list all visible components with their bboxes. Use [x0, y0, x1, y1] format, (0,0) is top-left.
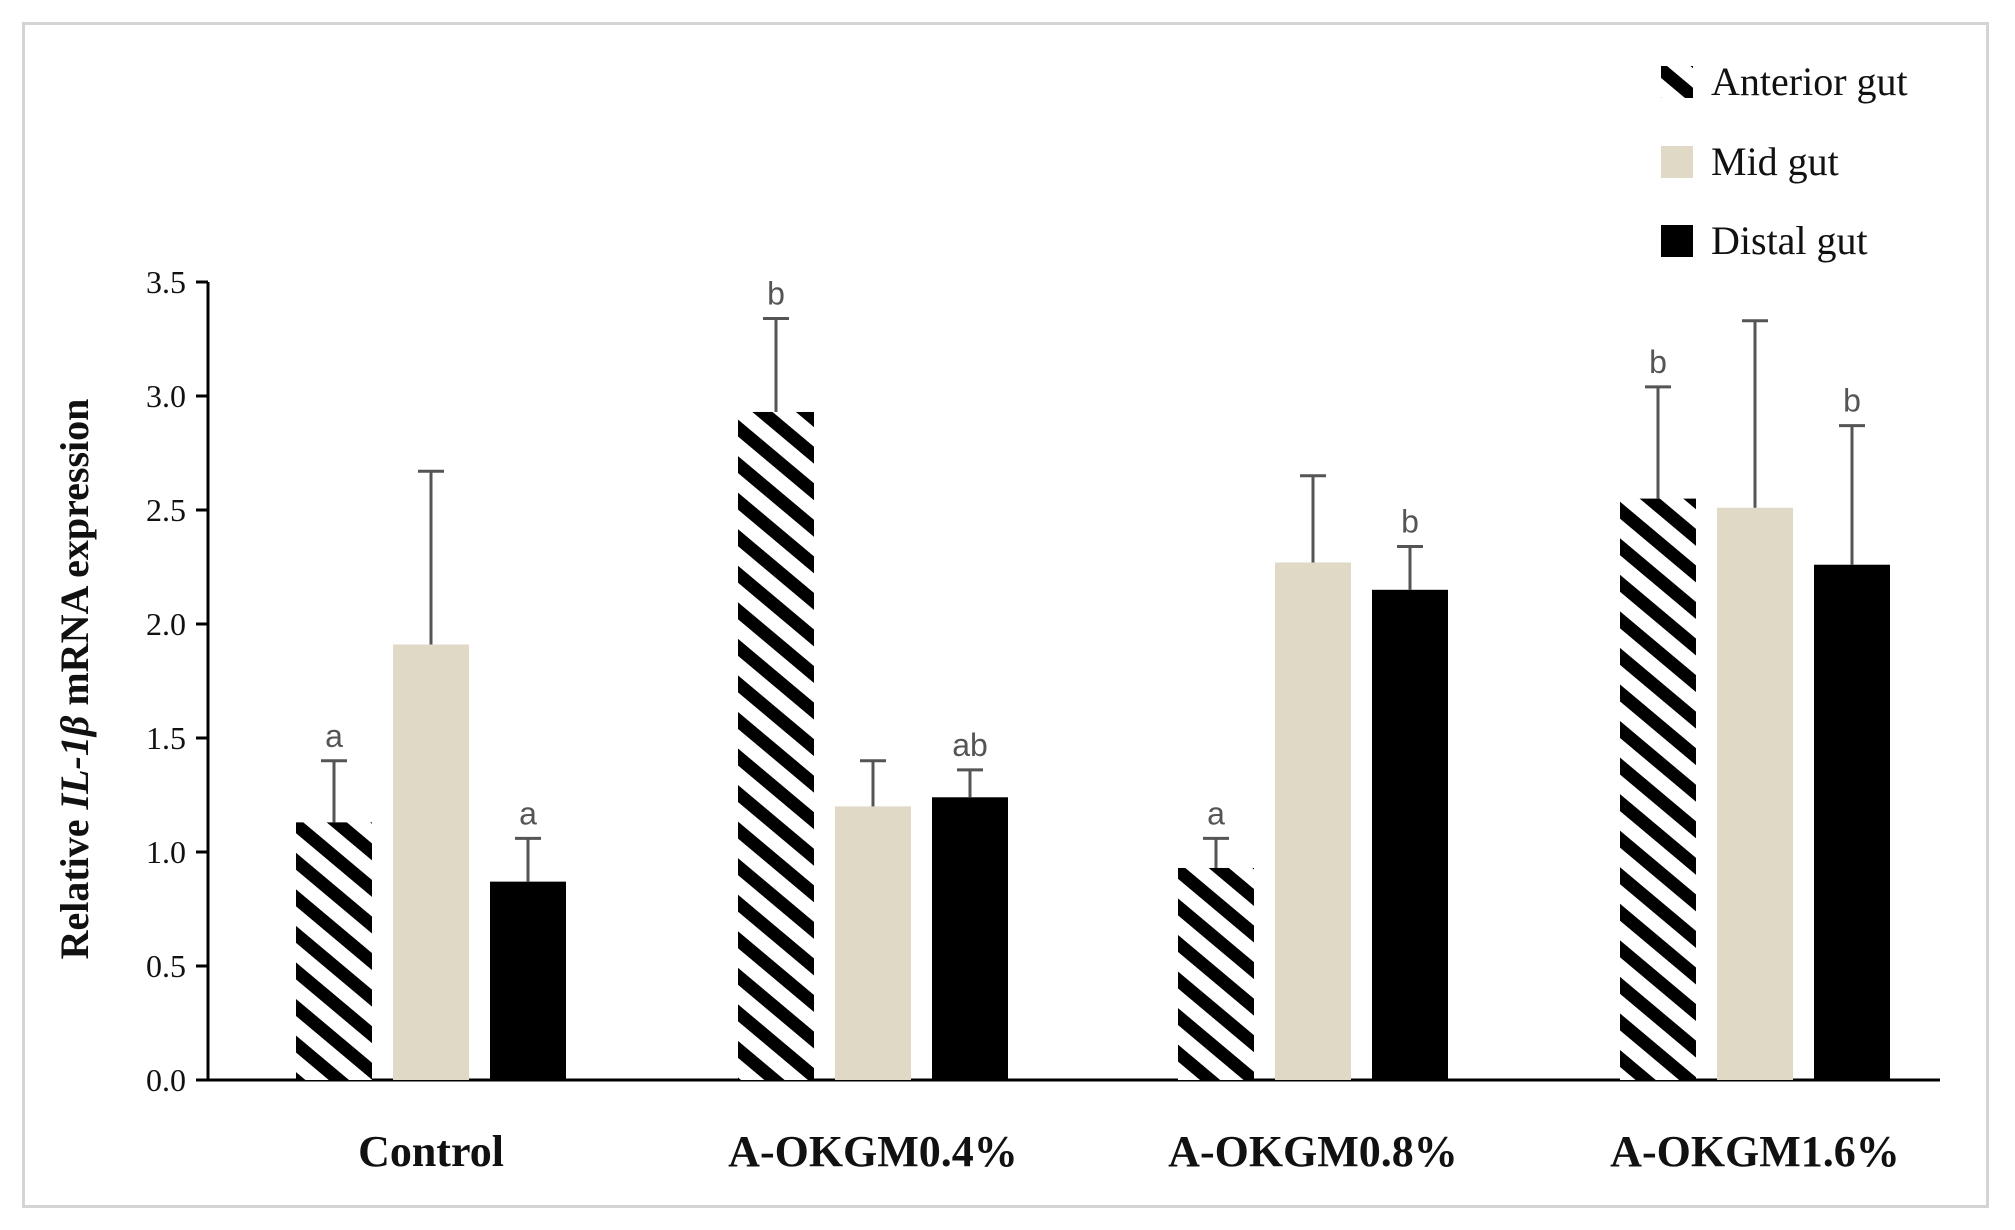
bar-distal-gut	[490, 881, 566, 1080]
legend-label: Distal gut	[1711, 218, 1868, 263]
y-tick-label: 0.5	[146, 948, 186, 984]
legend-label: Anterior gut	[1711, 59, 1908, 104]
labels-layer: 0.0 0.5 1.0 1.5 2.0 2.5 3.0 3.5 Control a a A-OKGM0…	[146, 264, 1900, 1176]
significance-letter: b	[1401, 503, 1419, 539]
legend-swatch-mid-gut	[1661, 146, 1693, 178]
y-axis-label-gene: IL-1β	[52, 715, 97, 810]
significance-letter: b	[1649, 344, 1667, 380]
x-category-label: A-OKGM0.8%	[1168, 1127, 1458, 1176]
legend-label: Mid gut	[1711, 139, 1839, 184]
bars-layer	[296, 411, 1890, 1081]
significance-letter: b	[1843, 383, 1861, 419]
bar-anterior-gut	[1178, 867, 1254, 1080]
y-tick-label: 3.5	[146, 264, 186, 300]
legend-swatch-distal-gut	[1661, 225, 1693, 257]
y-axis-label-prefix: Relative	[52, 809, 97, 959]
bar-distal-gut	[932, 797, 1008, 1080]
significance-letter: b	[767, 275, 785, 311]
x-category-label: A-OKGM0.4%	[728, 1127, 1018, 1176]
significance-letter: a	[325, 718, 343, 754]
y-tick-label: 3.0	[146, 378, 186, 414]
bar-distal-gut	[1372, 589, 1448, 1080]
legend: Anterior gut Mid gut Distal gut	[1661, 59, 1908, 263]
bar-anterior-gut	[738, 411, 814, 1081]
bar-anterior-gut	[296, 822, 372, 1080]
significance-letter: a	[1207, 795, 1225, 831]
legend-swatch-anterior-gut	[1661, 66, 1693, 98]
bar-mid-gut	[1275, 562, 1351, 1080]
bar-distal-gut	[1814, 564, 1890, 1080]
bar-anterior-gut	[1620, 498, 1696, 1081]
bar-mid-gut	[1717, 507, 1793, 1081]
y-tick-label: 2.0	[146, 606, 186, 642]
y-tick-label: 2.5	[146, 492, 186, 528]
significance-letter: ab	[952, 727, 988, 763]
y-axis-label: Relative IL-1β mRNA expression	[52, 399, 97, 960]
y-tick-label: 0.0	[146, 1062, 186, 1098]
y-tick-label: 1.0	[146, 834, 186, 870]
x-category-label: A-OKGM1.6%	[1610, 1127, 1900, 1176]
bar-mid-gut	[835, 806, 911, 1080]
error-bars-layer	[321, 316, 1865, 882]
y-axis-label-suffix: mRNA expression	[52, 399, 97, 716]
y-tick-label: 1.5	[146, 720, 186, 756]
bar-mid-gut	[393, 644, 469, 1080]
significance-letter: a	[519, 795, 537, 831]
x-category-label: Control	[358, 1127, 504, 1176]
